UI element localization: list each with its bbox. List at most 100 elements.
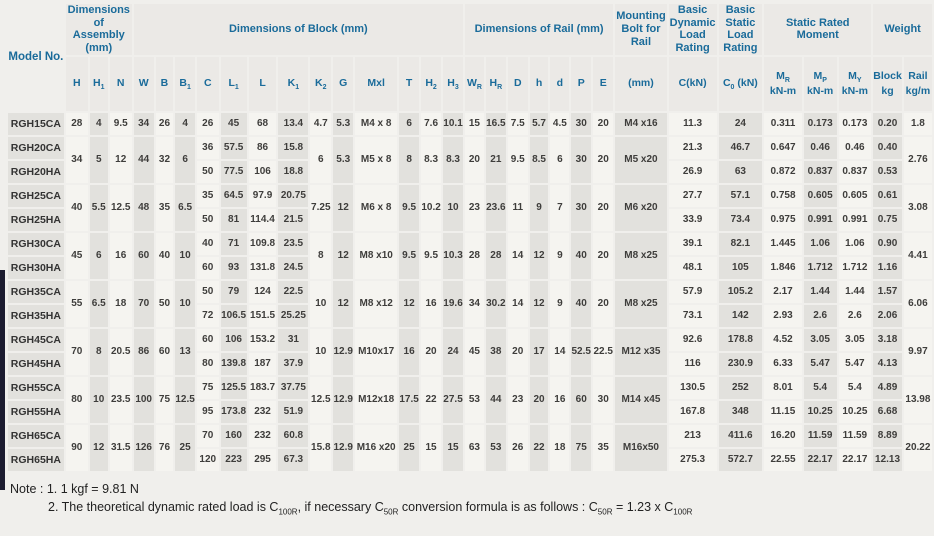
cell-MR: 11.15	[764, 400, 802, 423]
cell-H1: 8	[89, 328, 108, 375]
col-header-MY: MY kN-m	[838, 56, 872, 111]
cell-B: 50	[155, 280, 174, 327]
cell-K1: 31	[278, 328, 309, 351]
cell-H1: 5.5	[89, 184, 108, 231]
cell-MP: 1.06	[803, 232, 837, 255]
cell-MY: 5.4	[838, 376, 872, 399]
cell-h: 8.5	[529, 136, 549, 183]
cell-C0: 178.8	[718, 328, 763, 351]
cell-MP: 0.837	[803, 160, 837, 183]
cell-C: 35	[196, 184, 219, 207]
col-header-bolt: (mm)	[615, 56, 667, 111]
cell-MP: 11.59	[803, 424, 837, 447]
cell-MP: 0.46	[803, 136, 837, 159]
cell-H2: 8.3	[421, 136, 442, 183]
cell-G: 12.9	[333, 424, 354, 471]
cell-D: 14	[507, 280, 528, 327]
cell-WR: 15	[465, 112, 484, 135]
cell-WR: 20	[465, 136, 484, 183]
cell-H2: 22	[421, 376, 442, 423]
cell-H3: 10.1	[443, 112, 464, 135]
cell-CkN: 275.3	[668, 448, 717, 471]
cell-C0: 24	[718, 112, 763, 135]
cell-D: 14	[507, 232, 528, 279]
cell-P: 40	[571, 280, 592, 327]
cell-W: 34	[133, 112, 154, 135]
cell-B1: 10	[175, 232, 195, 279]
cell-d: 9	[550, 232, 570, 279]
cell-HR: 44	[485, 376, 506, 423]
cell-d: 18	[550, 424, 570, 471]
cell-L: 97.9	[248, 184, 277, 207]
cell-B1: 13	[175, 328, 195, 375]
col-header-B1: B1	[175, 56, 195, 111]
cell-block: 0.75	[873, 208, 902, 231]
cell-T: 25	[399, 424, 420, 471]
cell-K1: 67.3	[278, 448, 309, 471]
cell-block: 4.13	[873, 352, 902, 375]
table-row: RGH65HA 120 223 295 67.3 275.3 572.7 22.55 22.17…	[8, 448, 932, 471]
cell-d: 7	[550, 184, 570, 231]
cell-B: 75	[155, 376, 174, 423]
cell-h: 20	[529, 376, 549, 423]
cell-bolt: M12 x35	[615, 328, 667, 375]
table-row: RGH20HA 50 77.5 106 18.8 26.9 63 0.872 0.837 0.83…	[8, 160, 932, 183]
cell-MR: 8.01	[764, 376, 802, 399]
model-cell: RGH55CA	[8, 376, 64, 399]
cell-WR: 45	[465, 328, 484, 375]
cell-C: 120	[196, 448, 219, 471]
cell-K2: 6	[310, 136, 332, 183]
cell-C: 72	[196, 304, 219, 327]
col-header-H2: H2	[421, 56, 442, 111]
cell-B: 26	[155, 112, 174, 135]
cell-bolt: M8 x25	[615, 232, 667, 279]
cell-N: 12.5	[109, 184, 132, 231]
cell-HR: 53	[485, 424, 506, 471]
cell-K1: 24.5	[278, 256, 309, 279]
cell-CkN: 73.1	[668, 304, 717, 327]
table-row: RGH45HA 80 139.8 187 37.9 116 230.9 6.33 5.47 5.4…	[8, 352, 932, 375]
note-line-2: 2. The theoretical dynamic rated load is…	[48, 500, 693, 517]
model-cell: RGH65CA	[8, 424, 64, 447]
cell-bolt: M5 x20	[615, 136, 667, 183]
col-header-d: d	[550, 56, 570, 111]
cell-C: 50	[196, 280, 219, 303]
cell-block: 0.53	[873, 160, 902, 183]
cell-K1: 25.25	[278, 304, 309, 327]
cell-Mxl: M8 x10	[355, 232, 398, 279]
table-row: RGH55HA 95 173.8 232 51.9 167.8 348 11.15 10.25 1…	[8, 400, 932, 423]
cell-B1: 25	[175, 424, 195, 471]
cell-L: 295	[248, 448, 277, 471]
cell-h: 17	[529, 328, 549, 375]
cell-D: 23	[507, 376, 528, 423]
model-cell: RGH30CA	[8, 232, 64, 255]
cell-B1: 4	[175, 112, 195, 135]
col-header-B: B	[155, 56, 174, 111]
cell-block: 8.89	[873, 424, 902, 447]
col-header-MP: MP kN-m	[803, 56, 837, 111]
cell-C0: 411.6	[718, 424, 763, 447]
col-header-H1: H1	[89, 56, 108, 111]
group-mounting-bolt: Mounting Bolt for Rail	[615, 4, 667, 55]
cell-E: 30	[593, 376, 614, 423]
cell-T: 9.5	[399, 232, 420, 279]
cell-block: 0.61	[873, 184, 902, 207]
cell-H: 80	[65, 376, 88, 423]
cell-Mxl: M8 x12	[355, 280, 398, 327]
cell-E: 35	[593, 424, 614, 471]
col-header-N: N	[109, 56, 132, 111]
table-row: RGH55CA 80 10 23.5 100 75 12.5 75 125.5 183.7 37.7…	[8, 376, 932, 423]
cell-T: 9.5	[399, 184, 420, 231]
cell-L: 232	[248, 424, 277, 447]
cell-G: 12	[333, 280, 354, 327]
group-dimensions-rail: Dimensions of Rail (mm)	[465, 4, 614, 55]
col-header-D: D	[507, 56, 528, 111]
cell-E: 20	[593, 280, 614, 327]
cell-MY: 0.991	[838, 208, 872, 231]
cell-W: 86	[133, 328, 154, 375]
cell-T: 17.5	[399, 376, 420, 423]
col-header-G: G	[333, 56, 354, 111]
cell-CkN: 27.7	[668, 184, 717, 207]
cell-block: 1.16	[873, 256, 902, 279]
cell-K2: 15.8	[310, 424, 332, 471]
